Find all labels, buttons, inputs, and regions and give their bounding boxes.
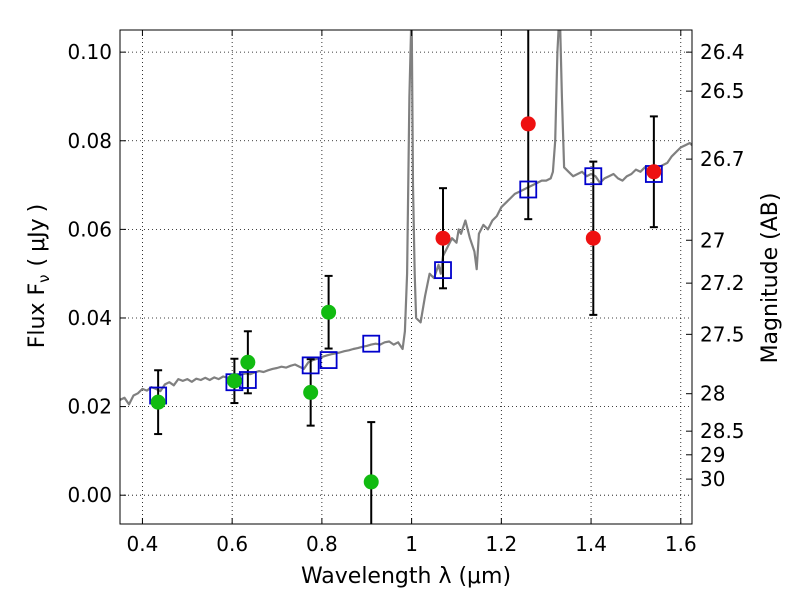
red-point	[646, 164, 662, 180]
spectrum-line	[120, 30, 692, 406]
y-axis-label: Flux Fν ( μJy)	[25, 204, 53, 348]
x-tick-label: 0.4	[127, 532, 159, 556]
y-axis-label-subscript: ν	[35, 274, 53, 282]
x-tick-label: 1.6	[665, 532, 697, 556]
plot-frame	[119, 29, 693, 525]
y-tick-label: 0.08	[67, 129, 112, 153]
y2-tick-label: 27.5	[700, 322, 745, 346]
red-point	[520, 116, 536, 132]
model-square	[519, 180, 538, 199]
green-point	[150, 394, 166, 410]
y-axis-label-main: Flux F	[25, 283, 50, 348]
y-tick-label: 0.10	[67, 40, 112, 64]
red-point	[585, 230, 601, 246]
grid	[120, 30, 692, 524]
y2-tick-label: 29	[700, 443, 725, 467]
green-point	[303, 384, 319, 400]
y2-tick-label: 26.7	[700, 147, 745, 171]
y2-tick-label: 30	[700, 467, 725, 491]
y-tick-label: 0.00	[67, 483, 112, 507]
y-tick-label: 0.06	[67, 217, 112, 241]
x-tick-label: 0.8	[306, 532, 338, 556]
model-square	[301, 356, 320, 375]
green-point	[226, 373, 242, 389]
x-tick-label: 1	[405, 532, 418, 556]
y-tick-label: 0.02	[67, 395, 112, 419]
y2-tick-label: 28	[700, 382, 725, 406]
y-axis-label-unit: μJy	[25, 218, 50, 252]
y-axis-label-paren-open: (	[25, 258, 50, 267]
y2-tick-label: 26.4	[700, 40, 745, 64]
green-point	[363, 474, 379, 490]
y2-tick-label: 28.5	[700, 419, 745, 443]
x-axis-label: Wavelength λ (μm)	[301, 564, 511, 589]
model-square	[362, 334, 381, 353]
y-axis-label-paren-close: )	[25, 204, 50, 213]
x-tick-label: 0.6	[216, 532, 248, 556]
y-tick-label: 0.04	[67, 306, 112, 330]
green-point	[321, 304, 337, 320]
red-point	[435, 230, 451, 246]
model-square	[584, 167, 603, 186]
model-square	[319, 351, 338, 369]
y2-tick-label: 27	[700, 228, 725, 252]
model-square	[434, 261, 452, 280]
y2-tick-label: 27.2	[700, 271, 745, 295]
x-tick-label: 1.2	[485, 532, 517, 556]
axis-ticks: 0.4 0.6 0.8 1 1.2 1.4 1.6 0.00 0.02 0.04 0.06 0.08 0…	[67, 30, 745, 556]
plot-area	[120, 30, 692, 524]
right-axis-label: Magnitude (AB)	[758, 193, 783, 364]
y2-tick-label: 26.5	[700, 79, 745, 103]
green-point	[240, 354, 256, 370]
x-tick-label: 1.4	[575, 532, 607, 556]
